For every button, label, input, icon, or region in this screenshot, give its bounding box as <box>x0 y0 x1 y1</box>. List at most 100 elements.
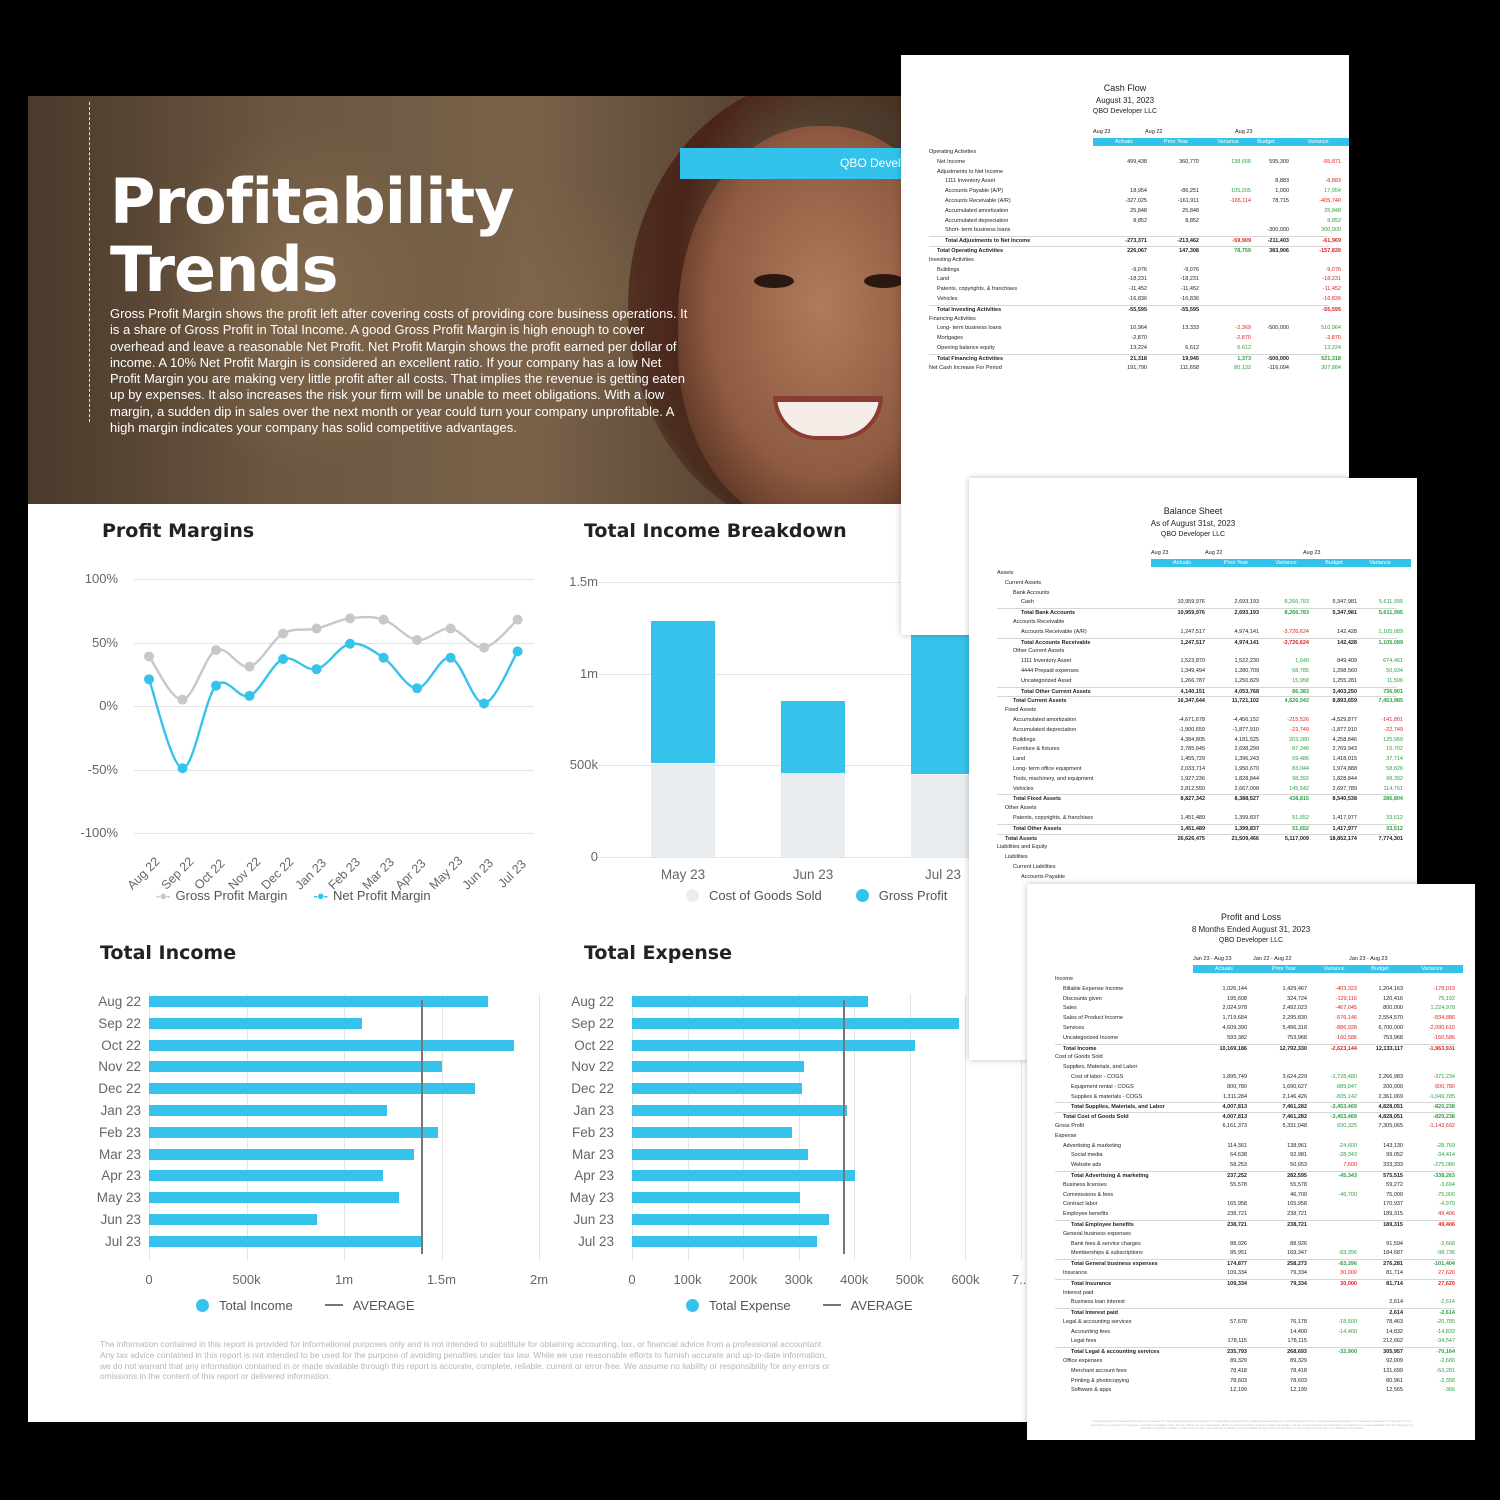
bar[interactable] <box>632 1148 809 1160</box>
report-row[interactable]: Total Accounts Receivable 1,247,517 4,974,… <box>997 637 1403 648</box>
report-row[interactable]: Software & apps 12,199 12,199 12,565 -366 <box>1055 1386 1455 1396</box>
bar[interactable] <box>149 1235 422 1247</box>
report-row[interactable]: Website ads 58,253 50,653 7,600 333,333 -275,… <box>1055 1161 1455 1171</box>
report-row[interactable]: Liabilities and Equity <box>997 843 1397 853</box>
bar[interactable] <box>632 1061 805 1073</box>
report-row[interactable]: Accounts Receivable (A/R) -327,025 -161,91… <box>929 197 1341 207</box>
bar-gross-profit[interactable] <box>781 701 845 773</box>
bar[interactable] <box>632 996 869 1007</box>
report-row[interactable]: 4444 Prepaid expenses 1,349,494 1,280,709 6… <box>997 667 1403 677</box>
report-row[interactable]: Total Fixed Assets 8,827,342 8,388,527 438,… <box>997 794 1403 804</box>
legend-average[interactable]: AVERAGE <box>324 1298 415 1313</box>
bar[interactable] <box>632 1235 818 1247</box>
bar[interactable] <box>149 1105 387 1116</box>
report-row[interactable]: Advertising & marketing 114,361 138,961 -24… <box>1055 1142 1455 1152</box>
report-row[interactable]: Cash 10,959,976 2,693,193 8,266,783 5,347,98… <box>997 598 1403 608</box>
legend-series[interactable]: Total Income <box>196 1298 293 1313</box>
report-row[interactable]: Legal fees 178,115 178,115 212,662 -34,547 <box>1055 1337 1455 1347</box>
report-row[interactable]: Total Legal & accounting services 235,793… <box>1055 1347 1455 1357</box>
report-row[interactable]: Accounting fees 14,400 -14,400 14,832 -14,83… <box>1055 1328 1455 1338</box>
bar[interactable] <box>632 1192 801 1204</box>
report-row[interactable]: Operating Activities <box>929 148 1329 158</box>
report-row[interactable]: Accounts Receivable <box>997 618 1397 628</box>
report-row[interactable]: Printing & photocopying 78,603 78,603 80,96… <box>1055 1377 1455 1387</box>
report-row[interactable]: Financing Activities <box>929 315 1329 325</box>
report-row[interactable]: Total Income 10,169,186 12,792,330 -2,623,1… <box>1055 1043 1455 1054</box>
report-row[interactable]: Accumulated depreciation -1,900,659 -1,877… <box>997 726 1403 736</box>
report-row[interactable]: Total Advertising & marketing 237,252 282,… <box>1055 1170 1455 1181</box>
bar[interactable] <box>149 1170 383 1182</box>
report-row[interactable]: Accumulated amortization -4,671,678 -4,456… <box>997 716 1403 726</box>
report-row[interactable]: Assets <box>997 569 1397 579</box>
report-row[interactable]: Interest paid <box>1055 1289 1455 1299</box>
report-row[interactable]: Vehicles -16,836 -16,836 -16,836 <box>929 295 1341 305</box>
legend-average[interactable]: AVERAGE <box>822 1298 913 1313</box>
legend-net-margin[interactable]: -●- Net Profit Margin <box>314 888 431 903</box>
report-row[interactable]: Total Employee benefits 238,721 238,721 189… <box>1055 1219 1455 1230</box>
report-row[interactable]: Total Insurance 109,334 79,334 30,000 81,714… <box>1055 1278 1455 1289</box>
report-row[interactable]: Total Investing Activities -55,595 -55,595… <box>929 304 1341 315</box>
legend-series[interactable]: Total Expense <box>686 1298 791 1313</box>
report-row[interactable]: Gross Profit 6,161,373 5,331,048 830,325 7,3… <box>1055 1122 1455 1132</box>
legend-gross-margin[interactable]: -●- Gross Profit Margin <box>156 888 288 903</box>
report-row[interactable]: Accounts Receivable (A/R) 1,247,517 4,974,… <box>997 628 1403 638</box>
report-row[interactable]: 1111 Inventory Asset 1,523,870 1,522,230 1,… <box>997 657 1403 667</box>
report-row[interactable]: Adjustments to Net Income <box>929 168 1329 178</box>
report-row[interactable]: Social media 64,638 92,981 -28,343 99,052 -34… <box>1055 1151 1455 1161</box>
bar-cogs[interactable] <box>651 763 715 857</box>
report-row[interactable]: Equipment rental - COGS 800,780 1,690,627 -… <box>1055 1083 1455 1093</box>
report-row[interactable]: Accounts Payable (A/P) 18,954 -86,251 105,2… <box>929 187 1341 197</box>
bar[interactable] <box>149 1061 442 1073</box>
report-row[interactable]: Contract labor 165,958 165,958 170,937 -4,97… <box>1055 1200 1455 1210</box>
report-row[interactable]: Buildings -9,076 -9,076 -9,076 <box>929 266 1341 276</box>
report-row[interactable]: 1111 Inventory Asset 8,883 -8,883 <box>929 177 1341 187</box>
bar[interactable] <box>149 996 489 1007</box>
report-row[interactable]: Mortgages -2,870 -2,870 -2,870 <box>929 334 1341 344</box>
report-row[interactable]: Services 4,609,390 5,496,318 -886,928 6,700,… <box>1055 1024 1455 1034</box>
report-row[interactable]: Current Assets <box>997 579 1397 589</box>
report-row[interactable]: Total Operating Activities 226,067 147,308… <box>929 245 1341 256</box>
report-row[interactable]: Vehicles 2,812,550 2,667,008 145,542 2,697,7… <box>997 785 1403 795</box>
report-row[interactable]: Total Other Current Assets 4,140,151 4,053… <box>997 686 1403 697</box>
report-row[interactable]: Net Cash Increase For Period 191,790 111,6… <box>929 364 1341 374</box>
report-row[interactable]: Business licenses 55,578 55,578 59,272 -3,69… <box>1055 1181 1455 1191</box>
report-row[interactable]: Liabilities <box>997 853 1397 863</box>
bar[interactable] <box>149 1017 362 1029</box>
report-row[interactable]: Memberships & subscriptions 85,951 169,347… <box>1055 1249 1455 1259</box>
report-row[interactable]: Land -18,231 -18,231 -18,231 <box>929 275 1341 285</box>
report-row[interactable]: Investing Activities <box>929 256 1329 266</box>
report-row[interactable]: Other Current Assets <box>997 647 1397 657</box>
report-row[interactable]: Total General business expenses 174,877 25… <box>1055 1259 1455 1269</box>
bar[interactable] <box>149 1083 475 1095</box>
report-row[interactable]: Total Other Assets 1,451,489 1,399,837 51,6… <box>997 823 1403 834</box>
report-row[interactable]: Supplies & materials - COGS 1,311,284 2,14… <box>1055 1093 1455 1103</box>
report-row[interactable]: Total Supplies, Materials, and Labor 4,00… <box>1055 1102 1455 1112</box>
report-row[interactable]: Total Financing Activities 21,318 19,945 1,… <box>929 353 1341 364</box>
report-row[interactable]: Employee benefits 238,721 238,721 189,315 49… <box>1055 1210 1455 1220</box>
bar[interactable] <box>632 1214 830 1225</box>
report-row[interactable]: Bank fees & service charges 88,926 88,926 9… <box>1055 1240 1455 1250</box>
report-row[interactable]: Cost of Goods Sold <box>1055 1053 1455 1063</box>
report-row[interactable]: Business loan interest 2,614 -2,614 <box>1055 1298 1455 1308</box>
report-row[interactable]: Sales 2,024,978 2,492,023 -467,045 800,000 1,… <box>1055 1004 1455 1014</box>
bar[interactable] <box>149 1126 438 1138</box>
report-row[interactable]: Uncategorized Income 593,382 753,968 -160,5… <box>1055 1034 1455 1044</box>
report-row[interactable]: Uncategorized Asset 1,266,787 1,250,829 15,… <box>997 677 1403 687</box>
bar[interactable] <box>632 1105 847 1116</box>
report-row[interactable]: Legal & accounting services 57,678 76,178 -… <box>1055 1318 1455 1328</box>
report-row[interactable]: Accumulated depreciation 8,852 8,852 8,852 <box>929 217 1341 227</box>
report-row[interactable]: Cost of labor - COGS 1,895,749 3,624,229 -1… <box>1055 1073 1455 1083</box>
report-row[interactable]: Total Cost of Goods Sold 4,007,813 7,461,2… <box>1055 1112 1455 1122</box>
report-row[interactable]: Discounts given 195,608 324,724 -129,116 120… <box>1055 995 1455 1005</box>
bar[interactable] <box>632 1083 803 1095</box>
report-row[interactable]: Total Bank Accounts 10,959,976 2,693,193 8,… <box>997 608 1403 618</box>
report-row[interactable]: Land 1,455,729 1,396,243 59,486 1,418,015 37,… <box>997 755 1403 765</box>
report-row[interactable]: Total Assets 26,626,475 21,509,466 5,117,00… <box>997 833 1403 844</box>
report-row[interactable]: Current Liabilities <box>997 863 1397 873</box>
bar[interactable] <box>632 1039 916 1051</box>
bar[interactable] <box>149 1192 399 1204</box>
profit-loss-report[interactable]: Profit and Loss 8 Months Ended August 31… <box>1027 884 1475 1440</box>
report-row[interactable]: Patents, copyrights, & franchises -11,452… <box>929 285 1341 295</box>
report-row[interactable]: Total Interest paid 2,614 -2,614 <box>1055 1308 1455 1318</box>
bar-cogs[interactable] <box>781 772 845 857</box>
